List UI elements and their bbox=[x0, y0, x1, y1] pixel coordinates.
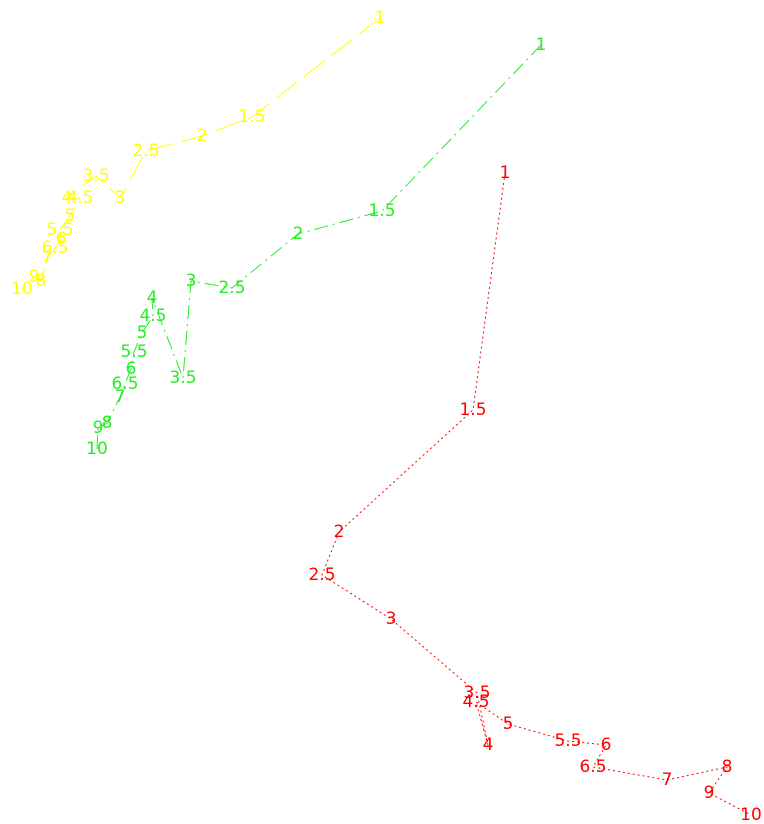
point-label: 5 bbox=[137, 323, 148, 343]
point-label: 2.5 bbox=[308, 565, 335, 585]
point-label: 7 bbox=[662, 770, 673, 790]
point-label: 4 bbox=[62, 188, 73, 208]
point-label: 1.5 bbox=[238, 107, 265, 127]
point-label: 3 bbox=[186, 271, 197, 291]
point-label: 7 bbox=[115, 387, 126, 407]
point-label: 5 bbox=[65, 206, 76, 226]
point-label: 1 bbox=[500, 163, 511, 183]
point-label: 6 bbox=[56, 229, 67, 249]
point-label: 2.5 bbox=[218, 278, 245, 298]
point-label: 1.5 bbox=[368, 201, 395, 221]
point-label: 5.5 bbox=[120, 342, 147, 362]
point-label: 1 bbox=[375, 8, 386, 28]
point-label: 6.5 bbox=[41, 238, 68, 258]
point-label: 8 bbox=[36, 271, 47, 291]
series-line bbox=[96, 44, 542, 450]
point-label: 2.5 bbox=[132, 141, 159, 161]
point-label: 3.5 bbox=[169, 368, 196, 388]
point-label: 4.5 bbox=[139, 306, 166, 326]
point-label: 2 bbox=[334, 522, 345, 542]
point-label: 9 bbox=[93, 418, 104, 438]
series-line bbox=[21, 17, 381, 290]
point-label: 10 bbox=[11, 279, 33, 299]
point-label: 4 bbox=[147, 288, 158, 308]
point-label: 8 bbox=[102, 413, 113, 433]
point-label: 5.5 bbox=[554, 731, 581, 751]
point-label: 2 bbox=[197, 126, 208, 146]
series-line bbox=[321, 172, 752, 816]
point-label: 2 bbox=[293, 224, 304, 244]
point-label: 6.5 bbox=[579, 757, 606, 777]
point-label: 6 bbox=[126, 359, 137, 379]
point-label: 3.5 bbox=[82, 166, 109, 186]
point-label: 6 bbox=[601, 735, 612, 755]
point-label: 1.5 bbox=[459, 400, 486, 420]
point-label: 5 bbox=[503, 714, 514, 734]
point-label: 5.5 bbox=[46, 220, 73, 240]
point-label: 3 bbox=[386, 609, 397, 629]
point-label: 1 bbox=[536, 35, 547, 55]
point-label: 8 bbox=[722, 757, 733, 777]
point-label: 9 bbox=[704, 783, 715, 803]
point-label: 4.5 bbox=[462, 692, 489, 712]
point-label: 7 bbox=[42, 248, 53, 268]
point-label: 3.5 bbox=[463, 683, 490, 703]
point-label: 10 bbox=[86, 439, 108, 459]
point-label: 10 bbox=[740, 805, 762, 824]
point-label: 6.5 bbox=[111, 374, 138, 394]
point-label: 4.5 bbox=[66, 188, 93, 208]
point-label: 4 bbox=[483, 735, 494, 755]
point-label: 3 bbox=[115, 188, 126, 208]
point-label: 9 bbox=[29, 267, 40, 287]
series-2: 1 1.5 2 2.5 3 3.5 4 4.5 5 5.5 66.5 7 89 10 bbox=[308, 163, 761, 824]
